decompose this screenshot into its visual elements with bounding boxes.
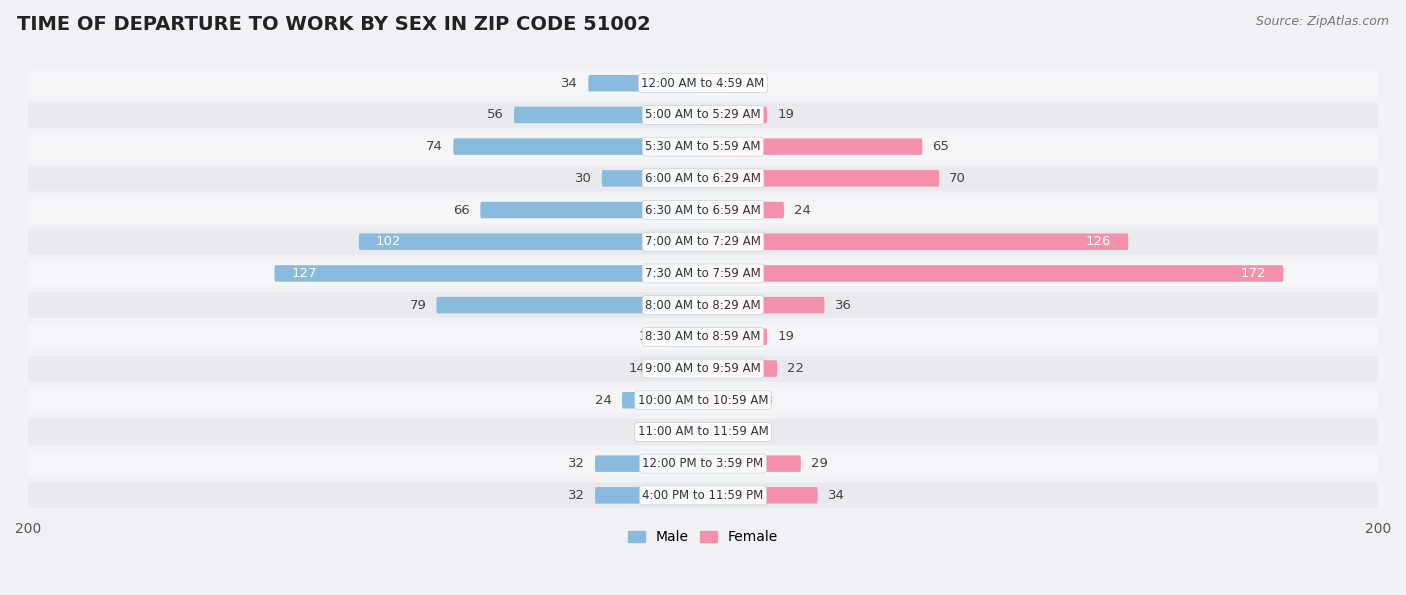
Text: 172: 172 <box>1241 267 1267 280</box>
FancyBboxPatch shape <box>602 170 703 187</box>
Text: 13: 13 <box>756 394 773 407</box>
FancyBboxPatch shape <box>666 328 703 345</box>
Text: 7:30 AM to 7:59 AM: 7:30 AM to 7:59 AM <box>645 267 761 280</box>
FancyBboxPatch shape <box>28 356 1378 381</box>
FancyBboxPatch shape <box>703 487 818 503</box>
Text: 3: 3 <box>675 425 683 439</box>
Text: 32: 32 <box>568 489 585 502</box>
Text: 79: 79 <box>409 299 426 312</box>
FancyBboxPatch shape <box>359 233 703 250</box>
Text: 7:00 AM to 7:29 AM: 7:00 AM to 7:29 AM <box>645 235 761 248</box>
FancyBboxPatch shape <box>703 170 939 187</box>
Text: Source: ZipAtlas.com: Source: ZipAtlas.com <box>1256 15 1389 28</box>
FancyBboxPatch shape <box>28 102 1378 128</box>
FancyBboxPatch shape <box>28 450 1378 477</box>
Text: 34: 34 <box>561 77 578 90</box>
FancyBboxPatch shape <box>703 75 727 92</box>
FancyBboxPatch shape <box>703 455 801 472</box>
Text: 10:00 AM to 10:59 AM: 10:00 AM to 10:59 AM <box>638 394 768 407</box>
FancyBboxPatch shape <box>703 297 824 314</box>
FancyBboxPatch shape <box>703 202 785 218</box>
FancyBboxPatch shape <box>28 228 1378 255</box>
FancyBboxPatch shape <box>28 70 1378 96</box>
Text: 12:00 PM to 3:59 PM: 12:00 PM to 3:59 PM <box>643 457 763 470</box>
FancyBboxPatch shape <box>703 328 768 345</box>
FancyBboxPatch shape <box>28 419 1378 445</box>
Text: 0: 0 <box>713 425 721 439</box>
Text: 30: 30 <box>575 172 592 185</box>
Text: 56: 56 <box>486 108 503 121</box>
FancyBboxPatch shape <box>28 292 1378 318</box>
Text: 8:30 AM to 8:59 AM: 8:30 AM to 8:59 AM <box>645 330 761 343</box>
Text: 24: 24 <box>595 394 612 407</box>
Text: 126: 126 <box>1085 235 1111 248</box>
Text: 32: 32 <box>568 457 585 470</box>
Text: 8:00 AM to 8:29 AM: 8:00 AM to 8:29 AM <box>645 299 761 312</box>
FancyBboxPatch shape <box>703 361 778 377</box>
Text: 11:00 AM to 11:59 AM: 11:00 AM to 11:59 AM <box>638 425 768 439</box>
Text: 19: 19 <box>778 108 794 121</box>
FancyBboxPatch shape <box>28 324 1378 350</box>
Text: 70: 70 <box>949 172 966 185</box>
FancyBboxPatch shape <box>453 139 703 155</box>
Text: 14: 14 <box>628 362 645 375</box>
Text: 34: 34 <box>828 489 845 502</box>
FancyBboxPatch shape <box>28 165 1378 192</box>
FancyBboxPatch shape <box>703 139 922 155</box>
Text: 66: 66 <box>453 203 470 217</box>
Text: 6:00 AM to 6:29 AM: 6:00 AM to 6:29 AM <box>645 172 761 185</box>
Text: 9:00 AM to 9:59 AM: 9:00 AM to 9:59 AM <box>645 362 761 375</box>
Text: 5:00 AM to 5:29 AM: 5:00 AM to 5:29 AM <box>645 108 761 121</box>
Text: 22: 22 <box>787 362 804 375</box>
Text: 36: 36 <box>835 299 852 312</box>
Text: 102: 102 <box>375 235 401 248</box>
FancyBboxPatch shape <box>588 75 703 92</box>
FancyBboxPatch shape <box>655 361 703 377</box>
FancyBboxPatch shape <box>621 392 703 409</box>
FancyBboxPatch shape <box>28 197 1378 223</box>
Text: TIME OF DEPARTURE TO WORK BY SEX IN ZIP CODE 51002: TIME OF DEPARTURE TO WORK BY SEX IN ZIP … <box>17 15 651 34</box>
FancyBboxPatch shape <box>703 233 1128 250</box>
Text: 7: 7 <box>737 77 745 90</box>
FancyBboxPatch shape <box>703 392 747 409</box>
Text: 127: 127 <box>291 267 316 280</box>
FancyBboxPatch shape <box>28 134 1378 159</box>
FancyBboxPatch shape <box>595 455 703 472</box>
FancyBboxPatch shape <box>515 107 703 123</box>
FancyBboxPatch shape <box>703 107 768 123</box>
FancyBboxPatch shape <box>28 261 1378 286</box>
Text: 11: 11 <box>638 330 655 343</box>
FancyBboxPatch shape <box>595 487 703 503</box>
Legend: Male, Female: Male, Female <box>623 525 783 550</box>
Text: 24: 24 <box>794 203 811 217</box>
Text: 6:30 AM to 6:59 AM: 6:30 AM to 6:59 AM <box>645 203 761 217</box>
Text: 19: 19 <box>778 330 794 343</box>
FancyBboxPatch shape <box>693 424 703 440</box>
FancyBboxPatch shape <box>28 483 1378 508</box>
FancyBboxPatch shape <box>481 202 703 218</box>
FancyBboxPatch shape <box>28 387 1378 414</box>
Text: 65: 65 <box>932 140 949 153</box>
Text: 29: 29 <box>811 457 828 470</box>
FancyBboxPatch shape <box>703 265 1284 281</box>
Text: 74: 74 <box>426 140 443 153</box>
Text: 12:00 AM to 4:59 AM: 12:00 AM to 4:59 AM <box>641 77 765 90</box>
FancyBboxPatch shape <box>274 265 703 281</box>
FancyBboxPatch shape <box>436 297 703 314</box>
Text: 5:30 AM to 5:59 AM: 5:30 AM to 5:59 AM <box>645 140 761 153</box>
Text: 4:00 PM to 11:59 PM: 4:00 PM to 11:59 PM <box>643 489 763 502</box>
